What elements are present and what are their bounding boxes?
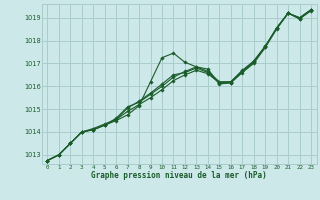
X-axis label: Graphe pression niveau de la mer (hPa): Graphe pression niveau de la mer (hPa) <box>91 171 267 180</box>
